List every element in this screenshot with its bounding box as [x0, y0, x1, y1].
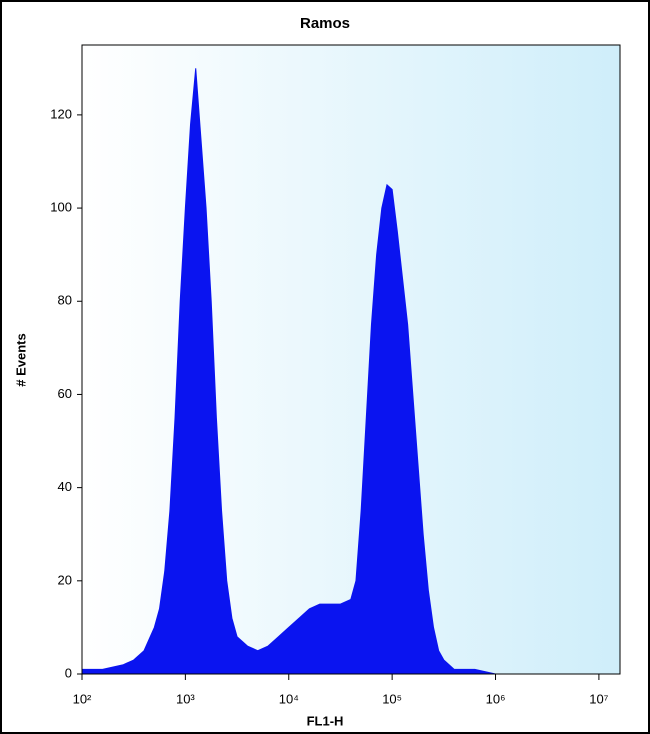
plot-border	[81, 44, 621, 675]
x-tick-label: 10³	[176, 691, 195, 706]
y-tick-label: 100	[50, 200, 72, 215]
x-axis-label: FL1-H	[307, 713, 344, 728]
x-tick-label: 10⁷	[589, 691, 608, 706]
plot-area	[81, 44, 621, 675]
histogram-area	[81, 68, 599, 675]
y-tick-label: 0	[65, 665, 72, 680]
y-tick-label: 40	[58, 479, 72, 494]
y-tick-label: 120	[50, 106, 72, 121]
x-tick-label: 10²	[73, 691, 92, 706]
x-tick-label: 10⁴	[279, 691, 299, 706]
x-tick-label: 10⁶	[486, 691, 506, 706]
x-tick-label: 10⁵	[382, 691, 402, 706]
y-tick-label: 20	[58, 572, 72, 587]
y-axis-label: # Events	[13, 333, 28, 386]
y-tick-label: 80	[58, 293, 72, 308]
chart-title: Ramos	[300, 15, 350, 32]
y-tick-label: 60	[58, 386, 72, 401]
